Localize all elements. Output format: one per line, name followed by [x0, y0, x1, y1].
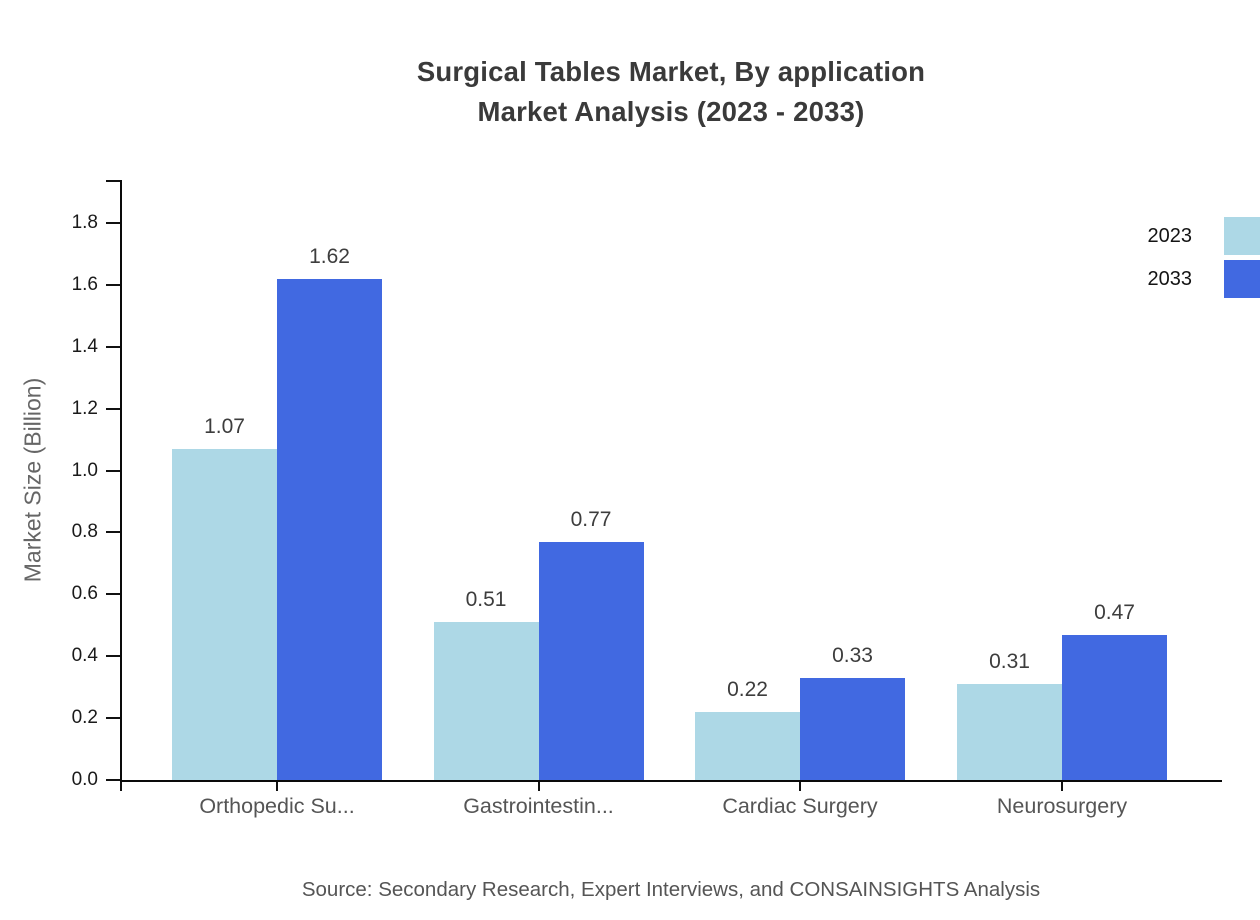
chart-title: Surgical Tables Market, By application M…: [120, 52, 1222, 132]
y-tick-label: 0.0: [71, 769, 98, 790]
y-axis-end-tick: [106, 180, 120, 182]
category-label: Orthopedic Su...: [199, 794, 355, 818]
y-tick: [106, 407, 120, 410]
y-tick: [106, 655, 120, 658]
y-tick: [106, 345, 120, 348]
bar-value-label: 0.51: [465, 588, 507, 612]
bar-2023-0: [172, 448, 277, 780]
bar-value-label: 0.31: [989, 650, 1030, 674]
bar-value-label: 0.47: [1094, 600, 1135, 624]
bar-value-label: 0.22: [727, 677, 768, 701]
source-note: Source: Secondary Research, Expert Inter…: [301, 878, 1041, 901]
legend-item: 2033: [1100, 260, 1260, 298]
bar-value-label: 0.77: [570, 507, 612, 531]
bar-2033-3: [1062, 634, 1167, 780]
bar-2023-1: [433, 622, 539, 780]
bar-2033-0: [277, 278, 382, 780]
y-tick: [106, 222, 120, 224]
x-tick: [276, 782, 278, 791]
y-tick: [106, 593, 120, 596]
y-tick: [106, 283, 120, 286]
bar-value-label: 1.62: [309, 244, 350, 268]
x-axis-origin-tick: [120, 782, 122, 791]
bar-2023-2: [695, 711, 800, 780]
plot-area: 0.0 0.2 0.4 0.6 0.8 1.0 1.2 1.4 1.6 1.8 1.07 0.51 0.…: [72, 180, 1222, 818]
x-tick: [799, 782, 801, 791]
bar-2033-1: [538, 541, 644, 780]
y-tick: [106, 469, 120, 472]
legend-swatch-2023: [1224, 217, 1260, 255]
bar-value-label: 0.33: [832, 643, 873, 667]
y-tick-label: 0.4: [71, 645, 98, 667]
y-tick-label: 0.6: [71, 583, 98, 605]
y-tick-label: 1.8: [71, 212, 98, 233]
category-label: Neurosurgery: [996, 794, 1128, 818]
y-tick-label: 1.4: [71, 335, 98, 357]
legend-label: 2033: [1147, 267, 1193, 290]
bar-value-label: 1.07: [204, 414, 245, 438]
legend-swatch-2033: [1224, 260, 1260, 298]
y-tick-label: 0.2: [71, 707, 98, 729]
y-tick-label: 1.0: [71, 459, 98, 481]
y-tick-label: 1.6: [71, 273, 98, 295]
x-tick: [537, 782, 540, 791]
chart-title-line1: Surgical Tables Market, By application: [416, 56, 926, 87]
bar-2023-3: [957, 684, 1062, 780]
legend-label: 2023: [1147, 224, 1193, 247]
y-tick-label: 0.8: [71, 521, 98, 543]
category-label: Cardiac Surgery: [722, 794, 878, 818]
legend: 2023 2033: [1100, 217, 1260, 303]
bar-2033-2: [800, 677, 905, 780]
legend-item: 2023: [1100, 217, 1260, 255]
y-tick: [106, 717, 120, 720]
y-tick: [106, 779, 120, 781]
y-tick-label: 1.2: [71, 397, 98, 419]
category-label: Gastrointestin...: [463, 794, 614, 818]
chart-title-line2: Market Analysis (2023 - 2033): [477, 96, 865, 127]
x-tick: [1061, 782, 1063, 791]
y-tick: [106, 531, 120, 534]
